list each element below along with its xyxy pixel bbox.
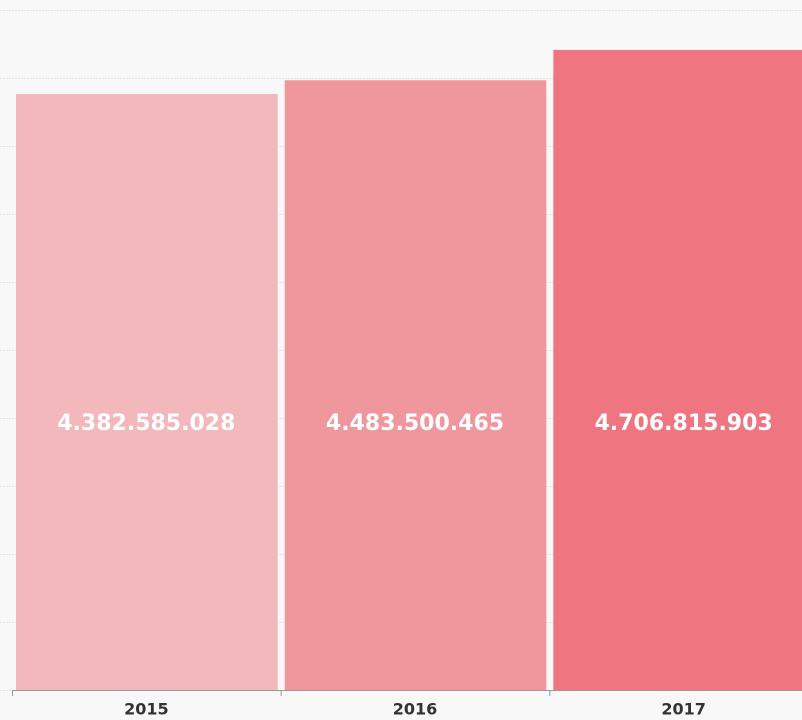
value-label: 4.706.815.903	[595, 411, 773, 436]
bar	[16, 93, 278, 690]
x-tick-label: 2016	[393, 700, 438, 719]
bar	[284, 80, 547, 690]
value-label: 4.483.500.465	[326, 411, 504, 436]
bar	[553, 49, 802, 690]
x-tick-label: 2017	[661, 700, 706, 719]
value-label: 4.382.585.028	[57, 411, 235, 436]
x-tick-label: 2015	[124, 700, 169, 719]
